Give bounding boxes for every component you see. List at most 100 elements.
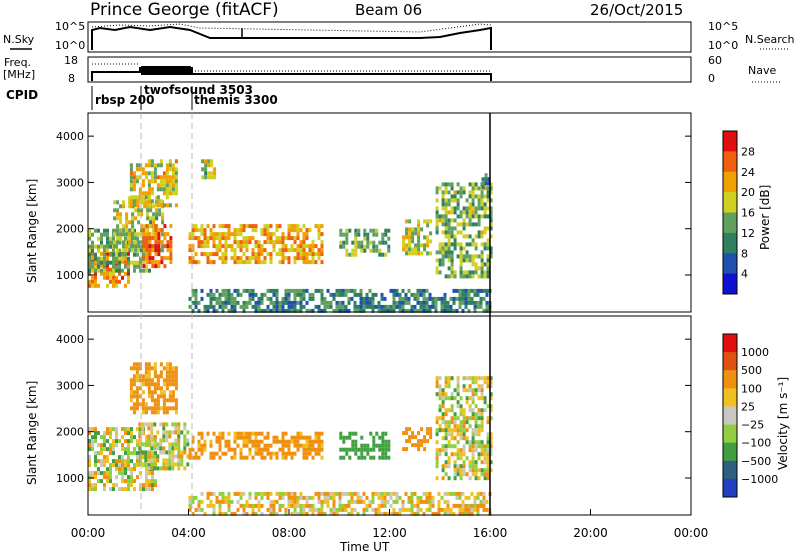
range-cell	[147, 434, 151, 439]
range-cell	[115, 483, 118, 488]
range-cell	[474, 412, 478, 417]
range-cell	[480, 206, 484, 211]
range-cell	[191, 260, 195, 265]
range-cell	[293, 491, 297, 496]
range-cell	[305, 288, 309, 293]
range-cell	[344, 304, 348, 309]
range-cell	[168, 175, 172, 180]
range-cell	[115, 463, 118, 468]
range-cell	[132, 410, 136, 415]
range-cell	[317, 224, 321, 229]
range-cell	[128, 236, 132, 241]
range-cell	[147, 406, 151, 411]
range-cell	[97, 471, 100, 476]
range-cell	[191, 308, 195, 313]
range-cell	[377, 491, 381, 496]
colorbar-frame	[722, 333, 738, 498]
range-cell	[420, 439, 424, 444]
range-cell	[431, 495, 435, 500]
range-cell	[341, 507, 345, 512]
range-cell	[227, 439, 231, 444]
range-cell	[459, 452, 463, 457]
range-cell	[347, 511, 351, 516]
range-cell	[293, 503, 297, 508]
range-cell	[425, 304, 429, 309]
range-cell	[320, 503, 324, 508]
range-cell	[434, 511, 438, 516]
range-cell	[121, 252, 124, 257]
range-cell	[449, 491, 453, 496]
range-cell	[302, 507, 306, 512]
range-cell	[438, 246, 442, 251]
range-cell	[443, 511, 447, 516]
range-cell	[485, 288, 489, 293]
range-cell	[174, 183, 178, 188]
range-cell	[148, 483, 151, 488]
range-cell	[138, 378, 142, 383]
range-cell	[293, 507, 297, 512]
range-cell	[348, 228, 352, 233]
range-cell	[97, 268, 100, 273]
range-cell	[482, 296, 486, 301]
range-cell	[474, 246, 478, 251]
range-cell	[411, 239, 415, 244]
range-cell	[103, 463, 106, 468]
range-cell	[144, 442, 148, 447]
range-cell	[210, 159, 214, 164]
range-cell	[459, 396, 463, 401]
range-cell	[305, 435, 309, 440]
range-cell	[476, 304, 480, 309]
range-cell	[335, 308, 339, 313]
range-cell	[480, 416, 484, 421]
range-cell	[230, 499, 234, 504]
range-cell	[174, 402, 178, 407]
range-cell	[212, 455, 216, 460]
range-cell	[435, 456, 439, 461]
range-cell	[486, 444, 490, 449]
range-cell	[127, 455, 130, 460]
range-cell	[100, 251, 103, 256]
range-cell	[461, 300, 465, 305]
range-cell	[372, 439, 376, 444]
range-cell	[162, 450, 166, 455]
range-cell	[127, 268, 130, 273]
range-cell	[464, 292, 468, 297]
range-cell	[363, 228, 367, 233]
range-cell	[142, 483, 145, 488]
range-cell	[299, 495, 303, 500]
range-cell	[197, 507, 201, 512]
range-cell	[339, 244, 343, 249]
range-cell	[407, 495, 411, 500]
range-cell	[320, 288, 324, 293]
range-cell	[154, 451, 157, 456]
range-cell	[239, 431, 243, 436]
range-cell	[471, 190, 475, 195]
range-cell	[372, 228, 376, 233]
range-cell	[138, 430, 142, 435]
range-cell	[137, 212, 141, 217]
range-cell	[380, 511, 384, 516]
range-cell	[230, 232, 234, 237]
range-cell	[269, 455, 273, 460]
range-cell	[165, 195, 169, 200]
range-cell	[369, 228, 373, 233]
range-cell	[480, 274, 484, 279]
range-cell	[203, 443, 207, 448]
range-cell	[350, 511, 354, 516]
range-cell	[139, 487, 142, 492]
range-cell	[474, 392, 478, 397]
range-cell	[106, 248, 109, 253]
range-cell	[103, 275, 106, 280]
range-cell	[441, 194, 445, 199]
range-cell	[314, 224, 318, 229]
range-cell	[368, 503, 372, 508]
range-cell	[447, 396, 451, 401]
range-cell	[91, 439, 94, 444]
range-cell	[209, 503, 213, 508]
range-cell	[453, 436, 457, 441]
range-cell	[428, 296, 432, 301]
range-cell	[480, 444, 484, 449]
y-tick-label: 3000	[56, 176, 84, 189]
